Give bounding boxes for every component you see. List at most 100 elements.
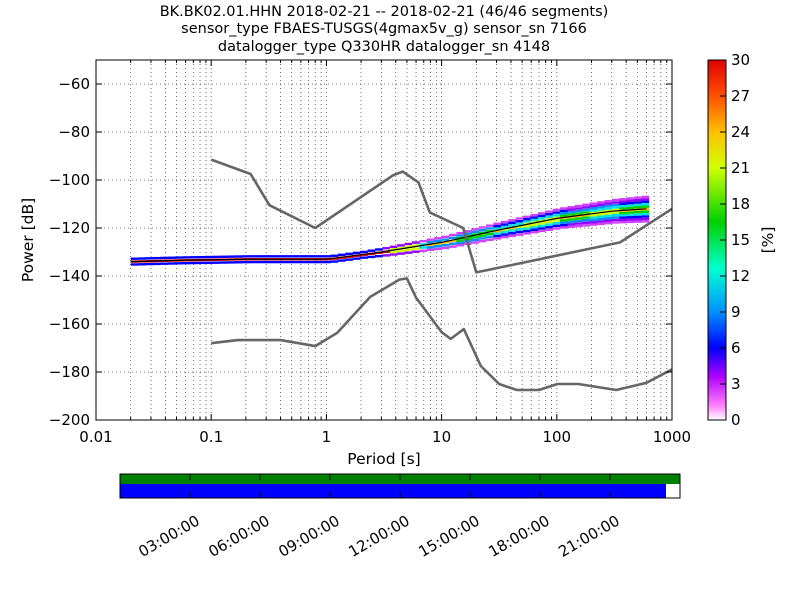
psd-cell [456, 234, 465, 237]
psd-cell [545, 210, 553, 213]
psd-cell [411, 247, 420, 250]
psd-cell [367, 249, 376, 252]
psd-cell [500, 235, 509, 239]
psd-cell [508, 226, 516, 230]
psd-cell [486, 224, 494, 227]
psd-cell [293, 255, 302, 258]
psd-cell [641, 198, 650, 201]
psd-cell [589, 207, 598, 210]
psd-cell [626, 206, 635, 210]
psd-cell [411, 244, 420, 247]
psd-cell [523, 227, 531, 230]
psd-cell [189, 256, 198, 259]
psd-cell [478, 237, 487, 240]
noise-models [130, 158, 672, 392]
psd-cell [219, 255, 228, 258]
psd-cell [619, 200, 627, 203]
timeline-tick-label: 21:00:00 [555, 512, 622, 561]
psd-cell [634, 213, 642, 216]
psd-cell [523, 215, 531, 219]
psd-cell [323, 260, 331, 264]
y-tick-label: −180 [49, 363, 90, 381]
psd-cell [367, 255, 376, 259]
psd-cell [493, 227, 502, 230]
psd-cell [552, 224, 561, 228]
psd-cell [449, 239, 457, 242]
psd-cell [508, 219, 516, 222]
psd-cell [500, 230, 509, 234]
psd-mode-line [130, 208, 647, 263]
psd-cell [545, 223, 553, 226]
psd-cell [441, 241, 450, 244]
psd-cell [300, 255, 309, 258]
psd-cell [300, 260, 309, 264]
psd-cell [567, 208, 576, 211]
colorbar-tick-label: 6 [731, 339, 741, 357]
psd-cell [582, 208, 590, 212]
psd-cell [537, 212, 546, 215]
psd-cell [552, 211, 561, 214]
psd-cell [560, 221, 568, 224]
psd-cell [567, 210, 576, 214]
timeline-tick-label: 09:00:00 [275, 512, 342, 561]
psd-cell [434, 247, 442, 251]
y-tick-label: −100 [49, 171, 90, 189]
psd-cell [486, 227, 494, 230]
psd-cell [552, 214, 561, 217]
psd-cell [500, 225, 509, 229]
psd-cell [389, 248, 398, 251]
psd-cell [478, 229, 487, 232]
psd-cell [604, 221, 613, 225]
psd-cell [426, 246, 435, 249]
psd-cell [471, 241, 479, 244]
psd-cell [263, 260, 272, 264]
psd-cell [345, 258, 354, 261]
psd-cell [493, 225, 502, 228]
psd-cell [589, 214, 598, 217]
psd-cell [138, 257, 146, 260]
psd-cell [404, 251, 413, 254]
psd-cell [567, 218, 576, 221]
psd-cell [308, 255, 317, 258]
coverage-timeline: 03:00:00 06:00:00 09:00:00 12:00:00 15:00:00… [119, 473, 681, 561]
psd-cell [545, 220, 553, 224]
psd-cell [626, 199, 635, 202]
psd-cell [530, 213, 539, 217]
psd-cell [589, 209, 598, 212]
psd-cell [382, 254, 391, 257]
psd-cell [604, 209, 613, 213]
psd-cell [582, 206, 590, 209]
psd-cell [323, 255, 331, 258]
psd-cell [634, 198, 642, 202]
psd-cell [641, 220, 650, 223]
psd-cell [493, 222, 502, 225]
psd-cell [597, 210, 605, 214]
psd-cell [278, 260, 287, 264]
colorbar-tick-label: 24 [731, 123, 750, 141]
psd-cell [389, 253, 398, 256]
psd-cell [493, 237, 502, 240]
psd-cell [197, 255, 206, 259]
psd-cell [641, 212, 650, 216]
psd-cell [604, 214, 613, 218]
psd-cell [219, 261, 228, 264]
y-tick-label: −140 [49, 267, 90, 285]
psd-cell [641, 215, 650, 218]
psd-cell [508, 221, 516, 225]
psd-cell [634, 218, 642, 221]
psd-cell [560, 226, 568, 229]
psd-cell [619, 202, 627, 205]
psd-cell [582, 203, 590, 207]
psd-cell [160, 256, 168, 260]
timeline-tick-label: 15:00:00 [415, 512, 482, 561]
psd-cell [500, 220, 509, 224]
psd-cell [582, 218, 590, 222]
psd-cell [449, 242, 457, 245]
psd-cell [545, 228, 553, 231]
psd-cell [167, 262, 176, 265]
psd-cell [486, 235, 494, 239]
psd-cell [597, 220, 605, 223]
psd-cell [604, 202, 613, 205]
psd-cell [530, 226, 539, 229]
